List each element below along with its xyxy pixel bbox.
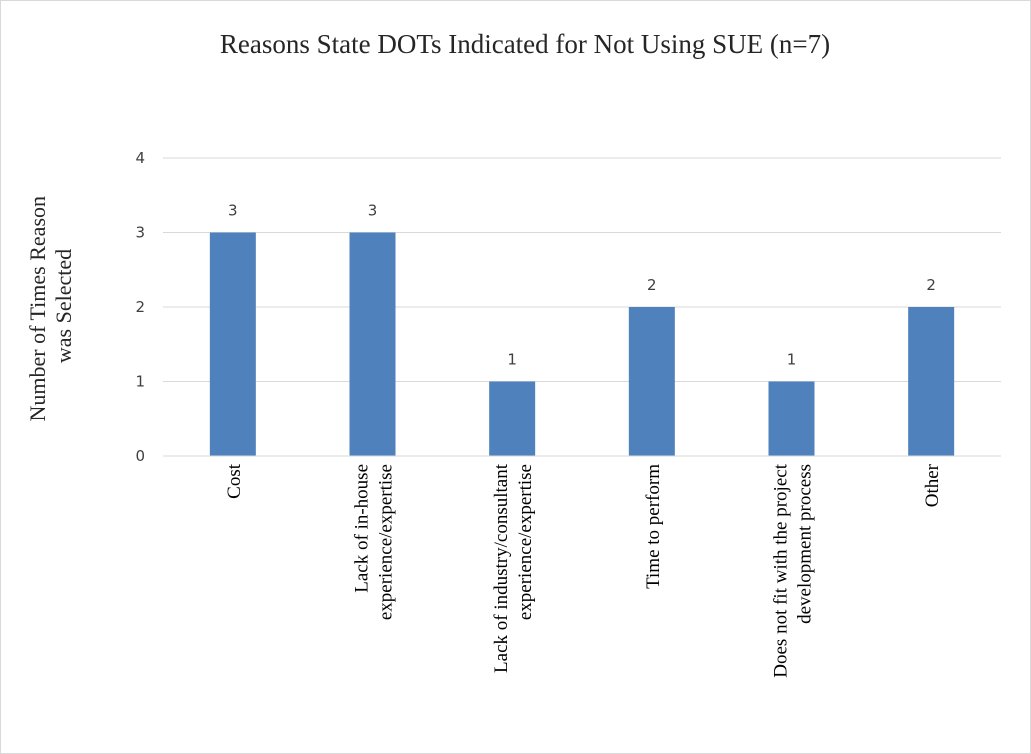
category-label-line: Other	[922, 463, 943, 507]
data-label: 1	[787, 351, 797, 369]
category-label: Time to perform	[643, 464, 664, 589]
data-label: 2	[926, 276, 936, 294]
category-label-line: development process	[795, 464, 816, 624]
category-label-line: Lack of in-house	[352, 464, 373, 593]
y-axis-ticks: 0 1 2 3 4	[135, 149, 145, 465]
category-label: Does not fit with the project development…	[771, 463, 816, 677]
y-tick-label: 1	[135, 373, 145, 391]
data-label: 3	[368, 202, 378, 220]
category-label-line: Lack of industry/consultant	[491, 463, 512, 673]
bars	[209, 232, 955, 456]
category-label-line: experience/expertise	[376, 464, 397, 620]
category-label-line: Does not fit with the project	[771, 463, 792, 677]
category-label-line: Cost	[224, 463, 245, 499]
category-label: Cost	[224, 463, 245, 499]
y-axis-label: Number of Times Reason was Selected	[25, 191, 76, 422]
y-tick-label: 2	[135, 298, 145, 316]
category-label: Lack of industry/consultant experience/ex…	[491, 463, 536, 673]
data-label: 1	[507, 351, 517, 369]
bar	[489, 381, 536, 456]
y-axis-label-line-1: Number of Times Reason	[25, 196, 50, 422]
bar	[349, 232, 396, 456]
data-label: 2	[647, 276, 657, 294]
bar	[908, 307, 955, 456]
category-label-line: experience/expertise	[515, 464, 536, 620]
gridlines	[163, 157, 1001, 382]
bar	[768, 381, 815, 456]
y-tick-label: 0	[135, 447, 145, 465]
category-label-line: Time to perform	[643, 464, 664, 589]
y-tick-label: 3	[135, 224, 145, 242]
data-label: 3	[228, 202, 238, 220]
bar	[628, 307, 675, 456]
chart-title: Reasons State DOTs Indicated for Not Usi…	[220, 29, 830, 59]
bar	[209, 232, 256, 456]
y-axis-label-line-2: was Selected	[51, 249, 76, 363]
y-tick-label: 4	[135, 149, 145, 167]
category-label: Lack of in-house experience/expertise	[352, 464, 397, 620]
category-label: Other	[922, 463, 943, 507]
data-labels: 3 3 1 2 1 2	[228, 202, 936, 369]
category-labels: Cost Lack of in-house experience/expertise…	[224, 463, 943, 677]
